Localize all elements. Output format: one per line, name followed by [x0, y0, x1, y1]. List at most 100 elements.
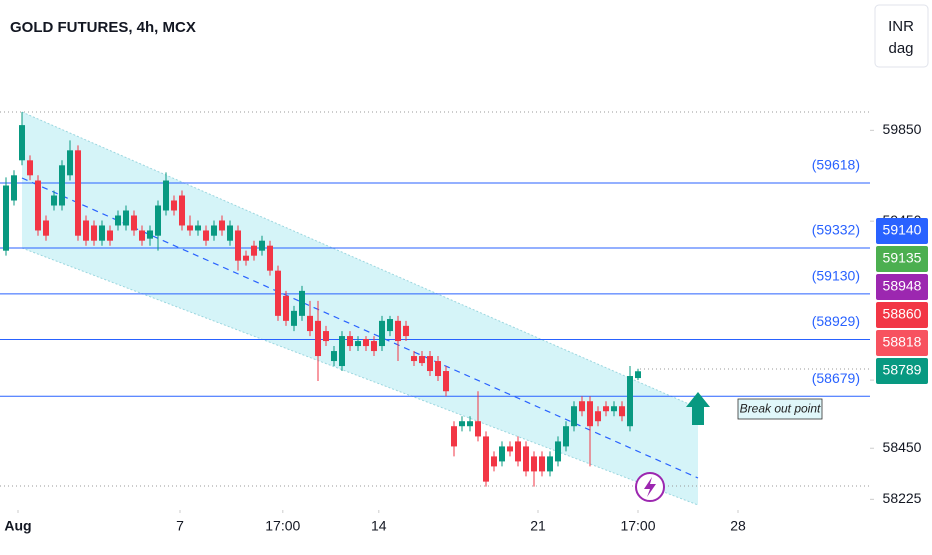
candle-body: [171, 200, 177, 211]
candle-body: [219, 220, 225, 231]
candle-body: [299, 290, 305, 316]
candle-body: [411, 356, 417, 362]
price-tag-bg: [876, 246, 928, 272]
candles: [3, 112, 641, 487]
level-label: (59618): [812, 157, 860, 173]
annotation: Break out point: [740, 402, 821, 416]
candle-body: [635, 371, 641, 379]
candle-body: [251, 245, 257, 256]
candle-body: [555, 441, 561, 462]
currency-box[interactable]: [874, 4, 929, 68]
candle-body: [563, 426, 569, 447]
levels: (59618) (59332) (59130) (58929) (58679): [0, 157, 870, 397]
candle-body: [35, 180, 41, 231]
candle-body: [147, 230, 153, 239]
candle-body: [331, 351, 337, 362]
candle-body: [259, 240, 265, 251]
channel-fill: [22, 112, 698, 505]
y-tick-label: 59850: [883, 121, 922, 137]
candle-body: [427, 356, 433, 372]
candle-body: [67, 150, 73, 176]
price-tag-bg: [876, 302, 928, 328]
x-tick-label: 17:00: [620, 518, 655, 534]
candle-body: [115, 215, 121, 226]
candle-body: [619, 406, 625, 417]
candle-body: [395, 320, 401, 342]
candle-body: [83, 220, 89, 241]
candle-body: [11, 175, 17, 201]
x-tick-label: 7: [176, 518, 184, 534]
candle-body: [211, 225, 217, 236]
price-tag-bg: [876, 330, 928, 356]
x-tick-label: 17:00: [265, 518, 300, 534]
candle-body: [459, 421, 465, 427]
annotation-box: [737, 398, 823, 420]
candle-body: [179, 195, 185, 226]
candle-body: [27, 160, 33, 176]
candle-body: [51, 195, 57, 206]
candle-body: [483, 436, 489, 482]
candle-body: [339, 336, 345, 367]
candle-body: [475, 421, 481, 437]
candle-body: [163, 180, 169, 211]
candle-body: [435, 361, 441, 377]
candle-body: [123, 210, 129, 226]
x-tick-label: Aug: [4, 518, 31, 534]
candle-body: [595, 411, 601, 422]
price-tag: 59140: [883, 222, 922, 238]
candle-body: [499, 446, 505, 462]
candle-body: [587, 401, 593, 427]
candle-body: [291, 310, 297, 326]
lightning: [644, 477, 656, 497]
candle-body: [363, 339, 369, 347]
candle-body: [19, 125, 25, 161]
candle-body: [523, 446, 529, 472]
unit: dag: [888, 40, 913, 57]
candle-body: [91, 225, 97, 241]
candle-body: [99, 225, 105, 241]
channel-bottom: [21, 247, 699, 506]
y-tick-label: 58450: [883, 439, 922, 455]
candle-body: [3, 185, 9, 251]
candle-body: [267, 245, 273, 271]
candle-body: [507, 446, 513, 452]
x-axis: Aug 7 17:00 14 21 17:00 28: [4, 510, 746, 534]
channel-top: [21, 111, 699, 409]
candle-body: [195, 225, 201, 231]
candle-body: [611, 406, 617, 412]
chart-title: GOLD FUTURES, 4h, MCX: [10, 19, 196, 36]
candle-body: [531, 456, 537, 472]
candle-body: [283, 295, 289, 321]
price-tags: 59140 59135 58948 58860 58818 58789: [876, 218, 928, 384]
candle-body: [235, 230, 241, 261]
candle-body: [347, 336, 353, 347]
price-tag-bg: [876, 358, 928, 384]
candle-body: [451, 426, 457, 447]
candle-body: [139, 230, 145, 241]
x-tick-label: 14: [371, 518, 387, 534]
candle-body: [155, 205, 161, 236]
candle-body: [307, 315, 313, 332]
level-label: (59130): [812, 268, 860, 284]
price-tag: 58789: [883, 362, 922, 378]
y-tick-label: 58225: [883, 490, 922, 506]
candle-body: [603, 406, 609, 412]
candle-body: [203, 230, 209, 241]
candle-body: [491, 456, 497, 467]
candle-body: [275, 270, 281, 316]
breakout-arrow: [686, 392, 710, 425]
candle-body: [59, 165, 65, 206]
price-tag: 58818: [883, 334, 922, 350]
candle-body: [571, 406, 577, 427]
candle-body: [627, 376, 633, 427]
candle-body: [43, 220, 49, 236]
candle-body: [547, 456, 553, 472]
price-tag-bg: [876, 274, 928, 300]
candle-body: [443, 371, 449, 392]
candle-body: [243, 255, 249, 261]
candle-body: [75, 150, 81, 236]
candle-body: [227, 225, 233, 241]
x-tick-label: 28: [730, 518, 746, 534]
